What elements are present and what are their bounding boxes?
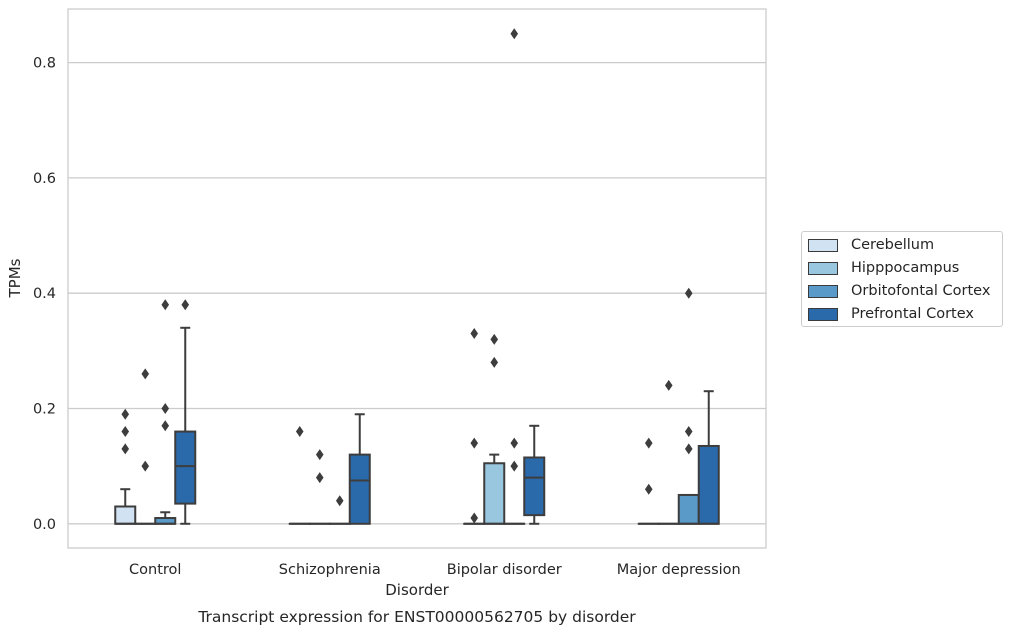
box-body	[677, 493, 700, 525]
x-tick-label: Schizophrenia	[279, 562, 381, 578]
legend-swatch	[808, 261, 838, 275]
x-tick-label: Bipolar disorder	[447, 562, 562, 578]
box-element	[503, 28, 526, 525]
outlier-point	[315, 449, 324, 461]
outlier-point	[141, 368, 150, 380]
outlier-point	[470, 328, 479, 340]
outlier-point	[315, 472, 324, 484]
box-element	[348, 413, 371, 525]
box-body	[174, 430, 197, 505]
box-element	[677, 287, 700, 525]
outlier-point	[684, 443, 693, 455]
box-element	[523, 424, 546, 525]
plot-boxes	[114, 28, 720, 525]
box-element	[328, 495, 351, 525]
outlier-point	[335, 495, 344, 507]
box-element	[288, 426, 311, 525]
y-tick-label: 0.4	[33, 286, 56, 302]
outlier-point	[121, 426, 130, 438]
chart-legend: Cerebellum Hipppocampus Orbitofontal Cor…	[801, 231, 1003, 327]
legend-item-orbitofrontal-cortex: Orbitofontal Cortex	[808, 281, 990, 301]
y-axis-label: TPMs	[6, 258, 24, 298]
legend-label: Cerebellum	[851, 237, 935, 253]
outlier-point	[470, 437, 479, 449]
y-tick-labels: 0.0 0.2 0.4 0.6 0.8	[33, 56, 56, 533]
box-element	[637, 437, 660, 525]
outlier-point	[161, 299, 170, 311]
x-axis-label: Disorder	[385, 581, 449, 599]
outlier-point	[644, 483, 653, 495]
legend-swatch	[808, 238, 838, 252]
outlier-point	[295, 426, 304, 438]
box-body	[348, 453, 371, 525]
grid-lines	[68, 61, 766, 525]
outlier-point	[684, 426, 693, 438]
legend-item-prefrontal-cortex: Prefrontal Cortex	[808, 304, 974, 324]
legend-item-hippocampus: Hipppocampus	[808, 258, 959, 278]
outlier-point	[510, 437, 519, 449]
outlier-point	[644, 437, 653, 449]
y-tick-label: 0.8	[33, 56, 56, 72]
box-body	[114, 505, 137, 525]
box-element	[174, 299, 197, 525]
box-element	[483, 333, 506, 525]
outlier-point	[510, 460, 519, 472]
box-element	[154, 299, 177, 525]
box-element	[463, 328, 486, 525]
outlier-point	[490, 356, 499, 368]
outlier-point	[684, 287, 693, 299]
outlier-point	[121, 408, 130, 420]
legend-label: Prefrontal Cortex	[851, 306, 974, 322]
chart-caption: Transcript expression for ENST0000056270…	[197, 608, 636, 626]
outlier-point	[490, 333, 499, 345]
x-tick-labels: Control Schizophrenia Bipolar disorder Majo…	[129, 562, 741, 578]
outlier-point	[470, 512, 479, 524]
box-element	[308, 449, 331, 525]
box-element	[114, 408, 137, 525]
x-tick-label: Major depression	[617, 562, 741, 578]
outlier-point	[510, 28, 519, 40]
y-tick-label: 0.0	[33, 517, 56, 533]
box-element	[697, 390, 720, 525]
legend-item-cerebellum: Cerebellum	[808, 235, 934, 255]
box-body	[523, 456, 546, 517]
legend-label: Orbitofontal Cortex	[851, 283, 991, 299]
box-body	[483, 462, 506, 525]
x-tick-label: Control	[129, 562, 181, 578]
outlier-point	[141, 460, 150, 472]
legend-swatch	[808, 307, 838, 321]
y-tick-label: 0.6	[33, 171, 56, 187]
plot-frame	[67, 8, 767, 549]
outlier-point	[121, 443, 130, 455]
box-body	[697, 444, 720, 525]
legend-label: Hipppocampus	[851, 260, 960, 276]
outlier-point	[181, 299, 190, 311]
box-element	[134, 368, 157, 525]
box-element	[657, 379, 680, 525]
outlier-point	[664, 379, 673, 391]
legend-swatch	[808, 284, 838, 298]
outlier-point	[161, 420, 170, 432]
y-tick-label: 0.2	[33, 401, 56, 417]
outlier-point	[161, 402, 170, 414]
